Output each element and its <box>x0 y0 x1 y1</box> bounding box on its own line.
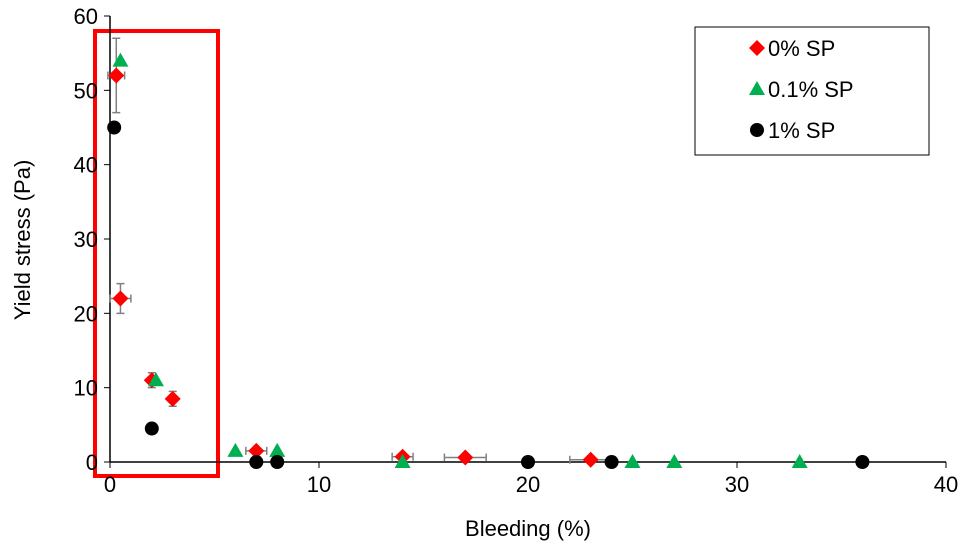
data-point <box>624 454 641 468</box>
x-axis-label: Bleeding (%) <box>465 516 591 541</box>
x-tick-label: 10 <box>307 472 331 497</box>
y-tick-label: 10 <box>74 376 98 401</box>
x-tick-label: 40 <box>934 472 958 497</box>
data-point <box>270 455 285 469</box>
legend-marker <box>749 40 765 56</box>
legend-box <box>694 26 930 156</box>
data-point <box>147 372 164 387</box>
y-axis-label: Yield stress (Pa) <box>10 160 35 321</box>
y-tick-label: 0 <box>86 450 98 475</box>
data-point <box>521 455 535 469</box>
data-point <box>108 67 125 84</box>
y-tick-label: 30 <box>74 227 98 252</box>
data-point <box>582 451 599 468</box>
data-point <box>791 454 808 468</box>
data-point <box>604 455 619 469</box>
data-point <box>248 442 265 459</box>
data-point <box>394 454 411 468</box>
y-tick-label: 20 <box>74 301 98 326</box>
data-point <box>855 455 870 469</box>
legend-marker <box>750 123 764 137</box>
data-point <box>144 421 159 436</box>
data-point <box>112 52 129 67</box>
data-point <box>249 455 264 469</box>
x-tick-label: 30 <box>725 472 749 497</box>
data-point <box>164 390 181 407</box>
data-point <box>107 120 122 135</box>
y-tick-label: 40 <box>74 153 98 178</box>
x-tick-label: 20 <box>516 472 540 497</box>
data-point <box>269 442 286 457</box>
legend-label: 0% SP <box>768 36 835 61</box>
y-tick-label: 50 <box>74 78 98 103</box>
x-tick-label: 0 <box>104 472 116 497</box>
legend-label: 1% SP <box>768 118 835 143</box>
data-point <box>112 290 129 307</box>
y-tick-label: 60 <box>74 4 98 29</box>
legend-marker <box>749 81 765 95</box>
legend-label: 0.1% SP <box>768 77 854 102</box>
data-point <box>666 454 683 468</box>
highlight-box <box>93 29 220 478</box>
data-point <box>457 449 474 466</box>
data-point <box>227 442 244 457</box>
